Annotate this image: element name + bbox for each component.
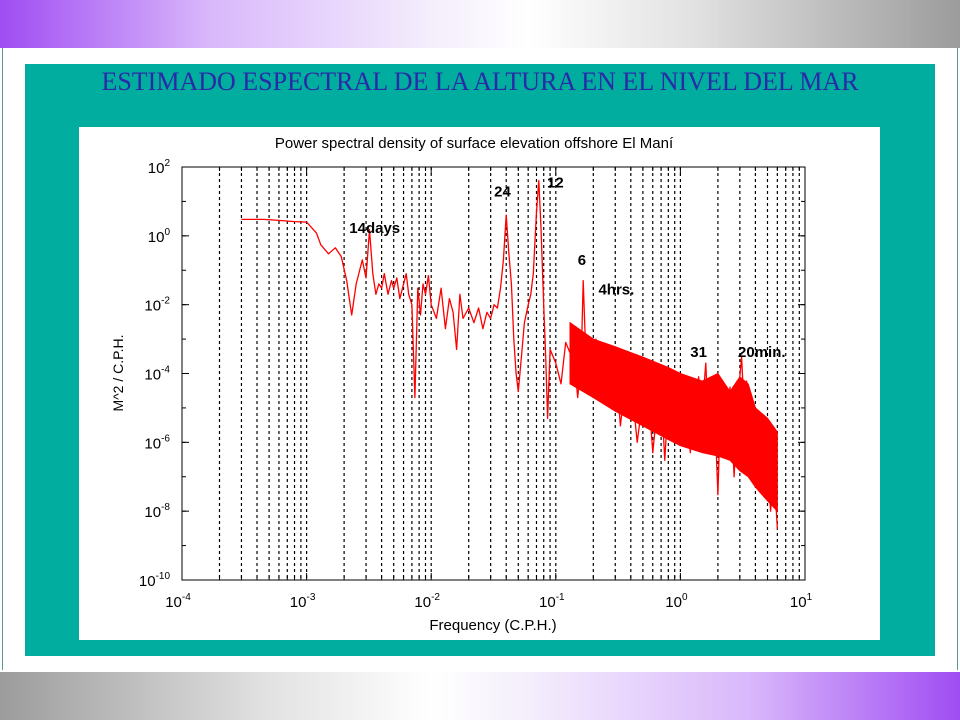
bottom-gradient-band [0, 672, 960, 720]
peak-annotation: 24 [494, 183, 511, 200]
annotations: 14days 24 12 6 4hrs. 31 20min. [349, 175, 785, 361]
psd-chart: Power spectral density of surface elevat… [110, 135, 813, 634]
y-tick-label: 10-4 [144, 365, 170, 384]
tick-labels: 10-4 10-3 10-2 10-1 100 101 102 100 10-2 10-4 10-6… [139, 158, 813, 611]
y-axis-label: M^2 / C.P.H. [110, 334, 126, 411]
y-tick-label: 102 [148, 158, 171, 177]
y-tick-label: 10-8 [144, 502, 170, 521]
series-group [241, 180, 779, 530]
x-tick-label: 10-3 [290, 592, 316, 611]
peak-annotation: 14days [349, 220, 400, 237]
peak-annotation: 12 [547, 175, 564, 192]
y-tick-label: 10-6 [144, 433, 170, 452]
axis-ticks [181, 166, 806, 581]
x-axis-label: Frequency (C.P.H.) [429, 617, 556, 634]
noise-band-group [569, 321, 778, 513]
chart-panel: Power spectral density of surface elevat… [79, 127, 880, 640]
x-tick-label: 10-2 [414, 592, 440, 611]
x-tick-label: 100 [665, 592, 688, 611]
top-gradient-band [0, 0, 960, 48]
grid-lines [218, 167, 800, 580]
y-tick-label: 10-10 [139, 571, 171, 590]
series-line [241, 180, 779, 530]
peak-annotation: 4hrs. [598, 281, 634, 298]
peak-annotation: 6 [578, 252, 586, 269]
y-tick-label: 10-2 [144, 296, 170, 315]
slide-title: ESTIMADO ESPECTRAL DE LA ALTURA EN EL NI… [101, 67, 859, 96]
peak-annotation: 20min. [738, 344, 786, 361]
x-tick-label: 10-4 [165, 592, 191, 611]
plot-frame [181, 166, 806, 581]
y-tick-label: 100 [148, 227, 171, 246]
noise-band [569, 321, 778, 513]
slide-frame [2, 48, 958, 670]
peak-annotation: 31 [690, 344, 707, 361]
chart-title: Power spectral density of surface elevat… [275, 135, 674, 152]
x-tick-label: 101 [790, 592, 813, 611]
x-tick-label: 10-1 [539, 592, 565, 611]
